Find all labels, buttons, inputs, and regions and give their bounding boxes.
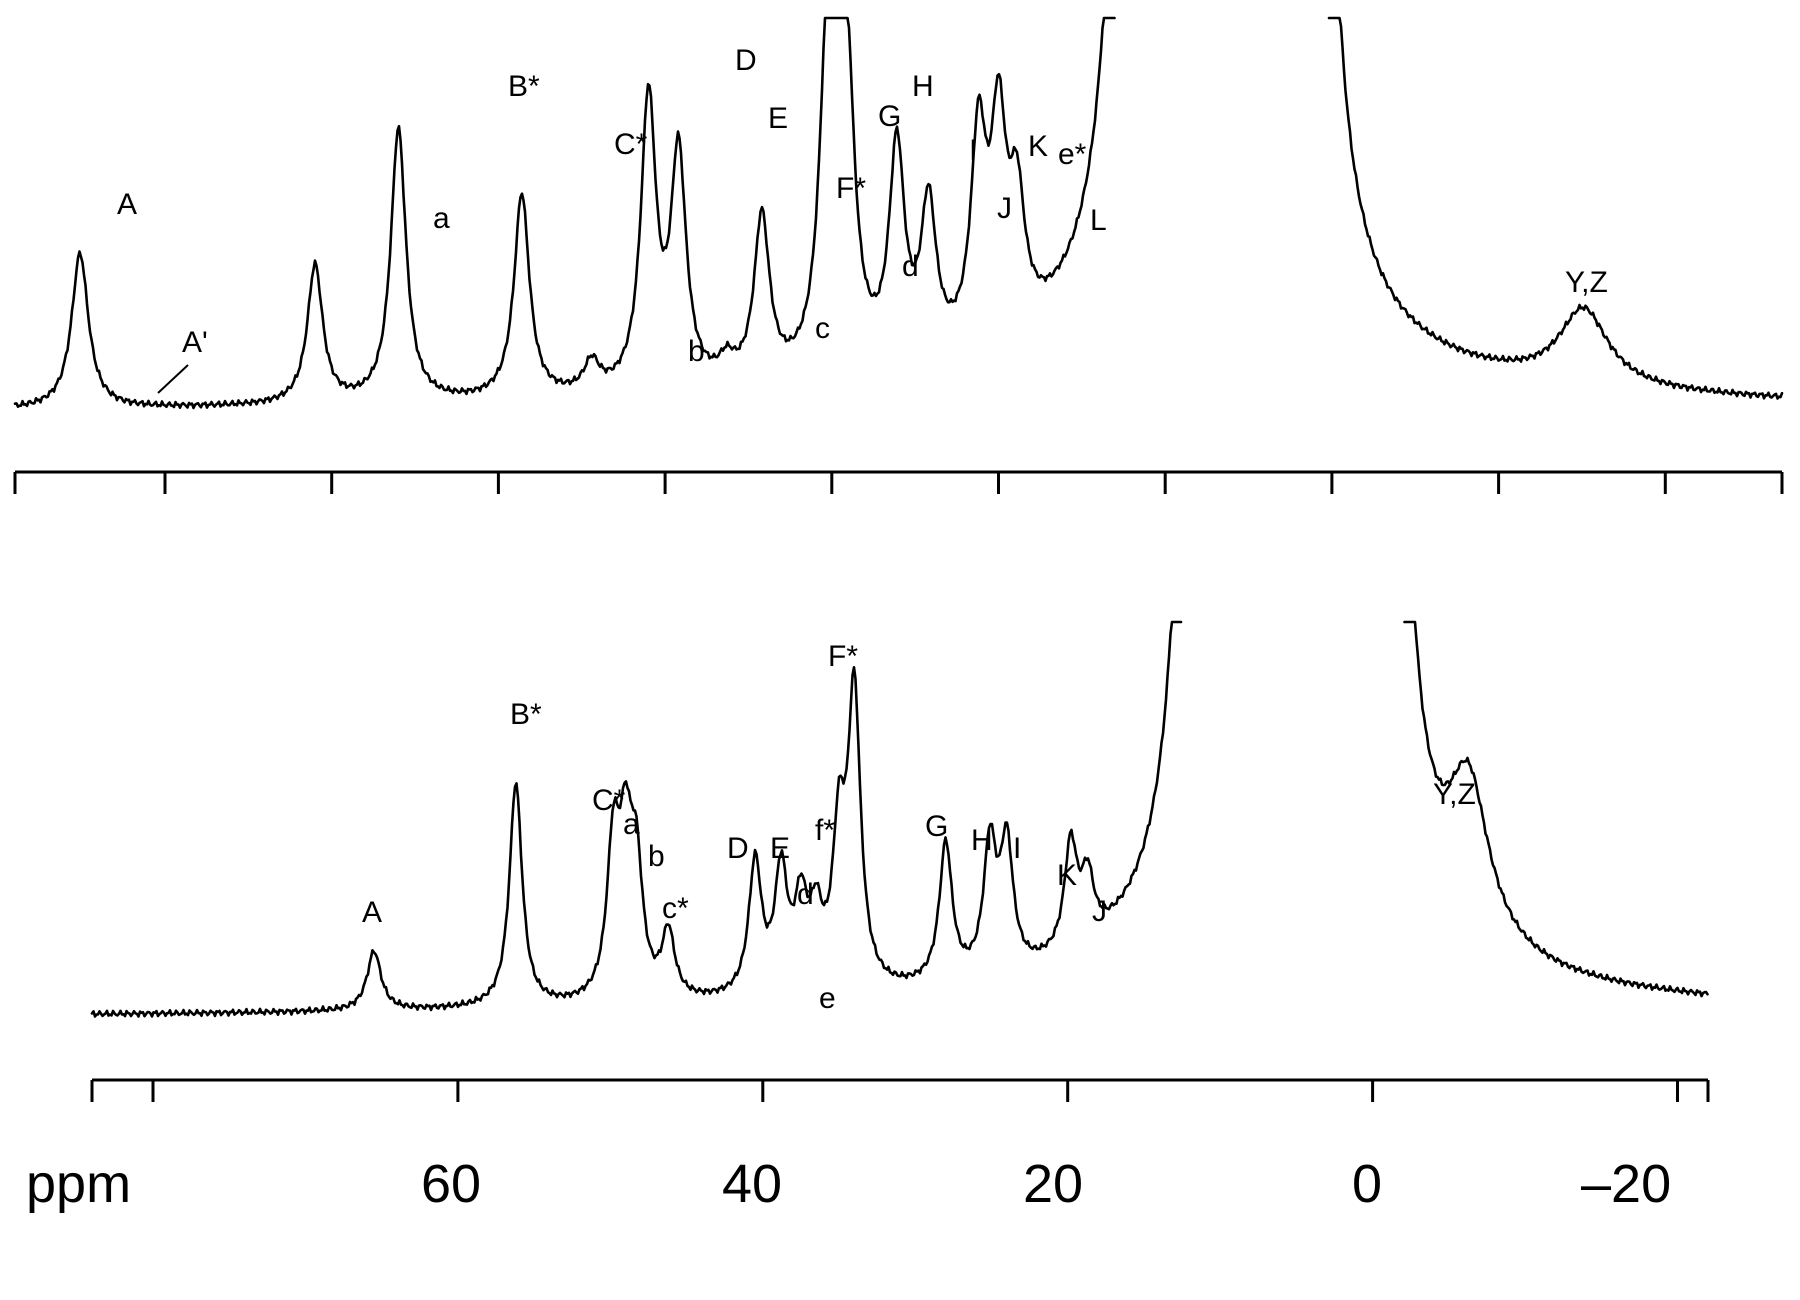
- top-label-I: I: [969, 134, 977, 167]
- bottom-label-d: d: [797, 878, 814, 911]
- bottom-label-f-star: f*: [815, 814, 835, 847]
- top-label-d: d: [902, 250, 919, 283]
- top-label-e-star: e*: [1058, 138, 1087, 171]
- bottom-spectrum-panel: A B* C* a b c* D E d e f* F* G H I K J Y…: [90, 620, 1710, 1102]
- top-label-A: A: [117, 188, 137, 221]
- top-x-ticks: [13, 472, 1784, 494]
- bottom-label-J: J: [1092, 895, 1107, 928]
- ppm-axis-label: ppm: [26, 1154, 131, 1214]
- bottom-peak-labels: A B* C* a b c* D E d e f* F* G H I K J Y…: [362, 640, 1476, 1015]
- tick-label-60: 60: [421, 1154, 481, 1214]
- bottom-label-H: H: [971, 824, 993, 857]
- bottom-label-YZ: Y,Z: [1433, 778, 1476, 811]
- top-label-H: H: [912, 70, 934, 103]
- top-label-J: J: [997, 192, 1012, 225]
- top-spectrum-panel: A A' a B* C* b D E c F* G H d I J K e* L…: [13, 16, 1784, 494]
- bottom-label-G: G: [925, 810, 948, 843]
- tick-label-0: 0: [1352, 1154, 1382, 1214]
- bottom-label-c-star: c*: [662, 892, 689, 925]
- tick-label-minus-20: –20: [1581, 1154, 1671, 1214]
- a-prime-pointer: [157, 364, 189, 394]
- bottom-label-B-star: B*: [510, 698, 542, 731]
- bottom-label-K: K: [1057, 859, 1077, 892]
- bottom-label-C-star: C*: [592, 784, 626, 817]
- x-axis-labels: ppm 60 40 20 0 –20: [26, 1154, 1671, 1214]
- top-label-D: D: [735, 44, 757, 77]
- bottom-label-A: A: [362, 896, 382, 929]
- top-label-G: G: [878, 100, 901, 133]
- bottom-label-e: e: [819, 982, 836, 1015]
- top-peak-labels: A A' a B* C* b D E c F* G H d I J K e* L…: [117, 44, 1608, 368]
- top-spectrum-line: [13, 16, 1784, 410]
- top-label-F-star: F*: [836, 172, 866, 205]
- top-label-K: K: [1028, 130, 1048, 163]
- bottom-label-D: D: [727, 832, 749, 865]
- bottom-spectrum-line: [90, 620, 1709, 1018]
- bottom-label-b: b: [648, 840, 665, 873]
- top-label-b: b: [688, 335, 705, 368]
- top-label-C-star: C*: [614, 128, 648, 161]
- tick-label-40: 40: [722, 1154, 782, 1214]
- tick-label-20: 20: [1023, 1154, 1083, 1214]
- bottom-x-ticks: [90, 1080, 1710, 1102]
- bottom-label-F-star: F*: [828, 640, 858, 673]
- top-label-E: E: [768, 102, 788, 135]
- top-label-c: c: [815, 312, 830, 345]
- top-label-YZ: Y,Z: [1565, 266, 1608, 299]
- top-label-a: a: [433, 202, 450, 235]
- top-label-L: L: [1090, 204, 1107, 237]
- top-label-B-star: B*: [508, 70, 540, 103]
- top-label-A-prime: A': [182, 326, 208, 359]
- bottom-label-a: a: [623, 808, 640, 841]
- bottom-label-I: I: [1013, 832, 1021, 865]
- bottom-label-E: E: [770, 832, 790, 865]
